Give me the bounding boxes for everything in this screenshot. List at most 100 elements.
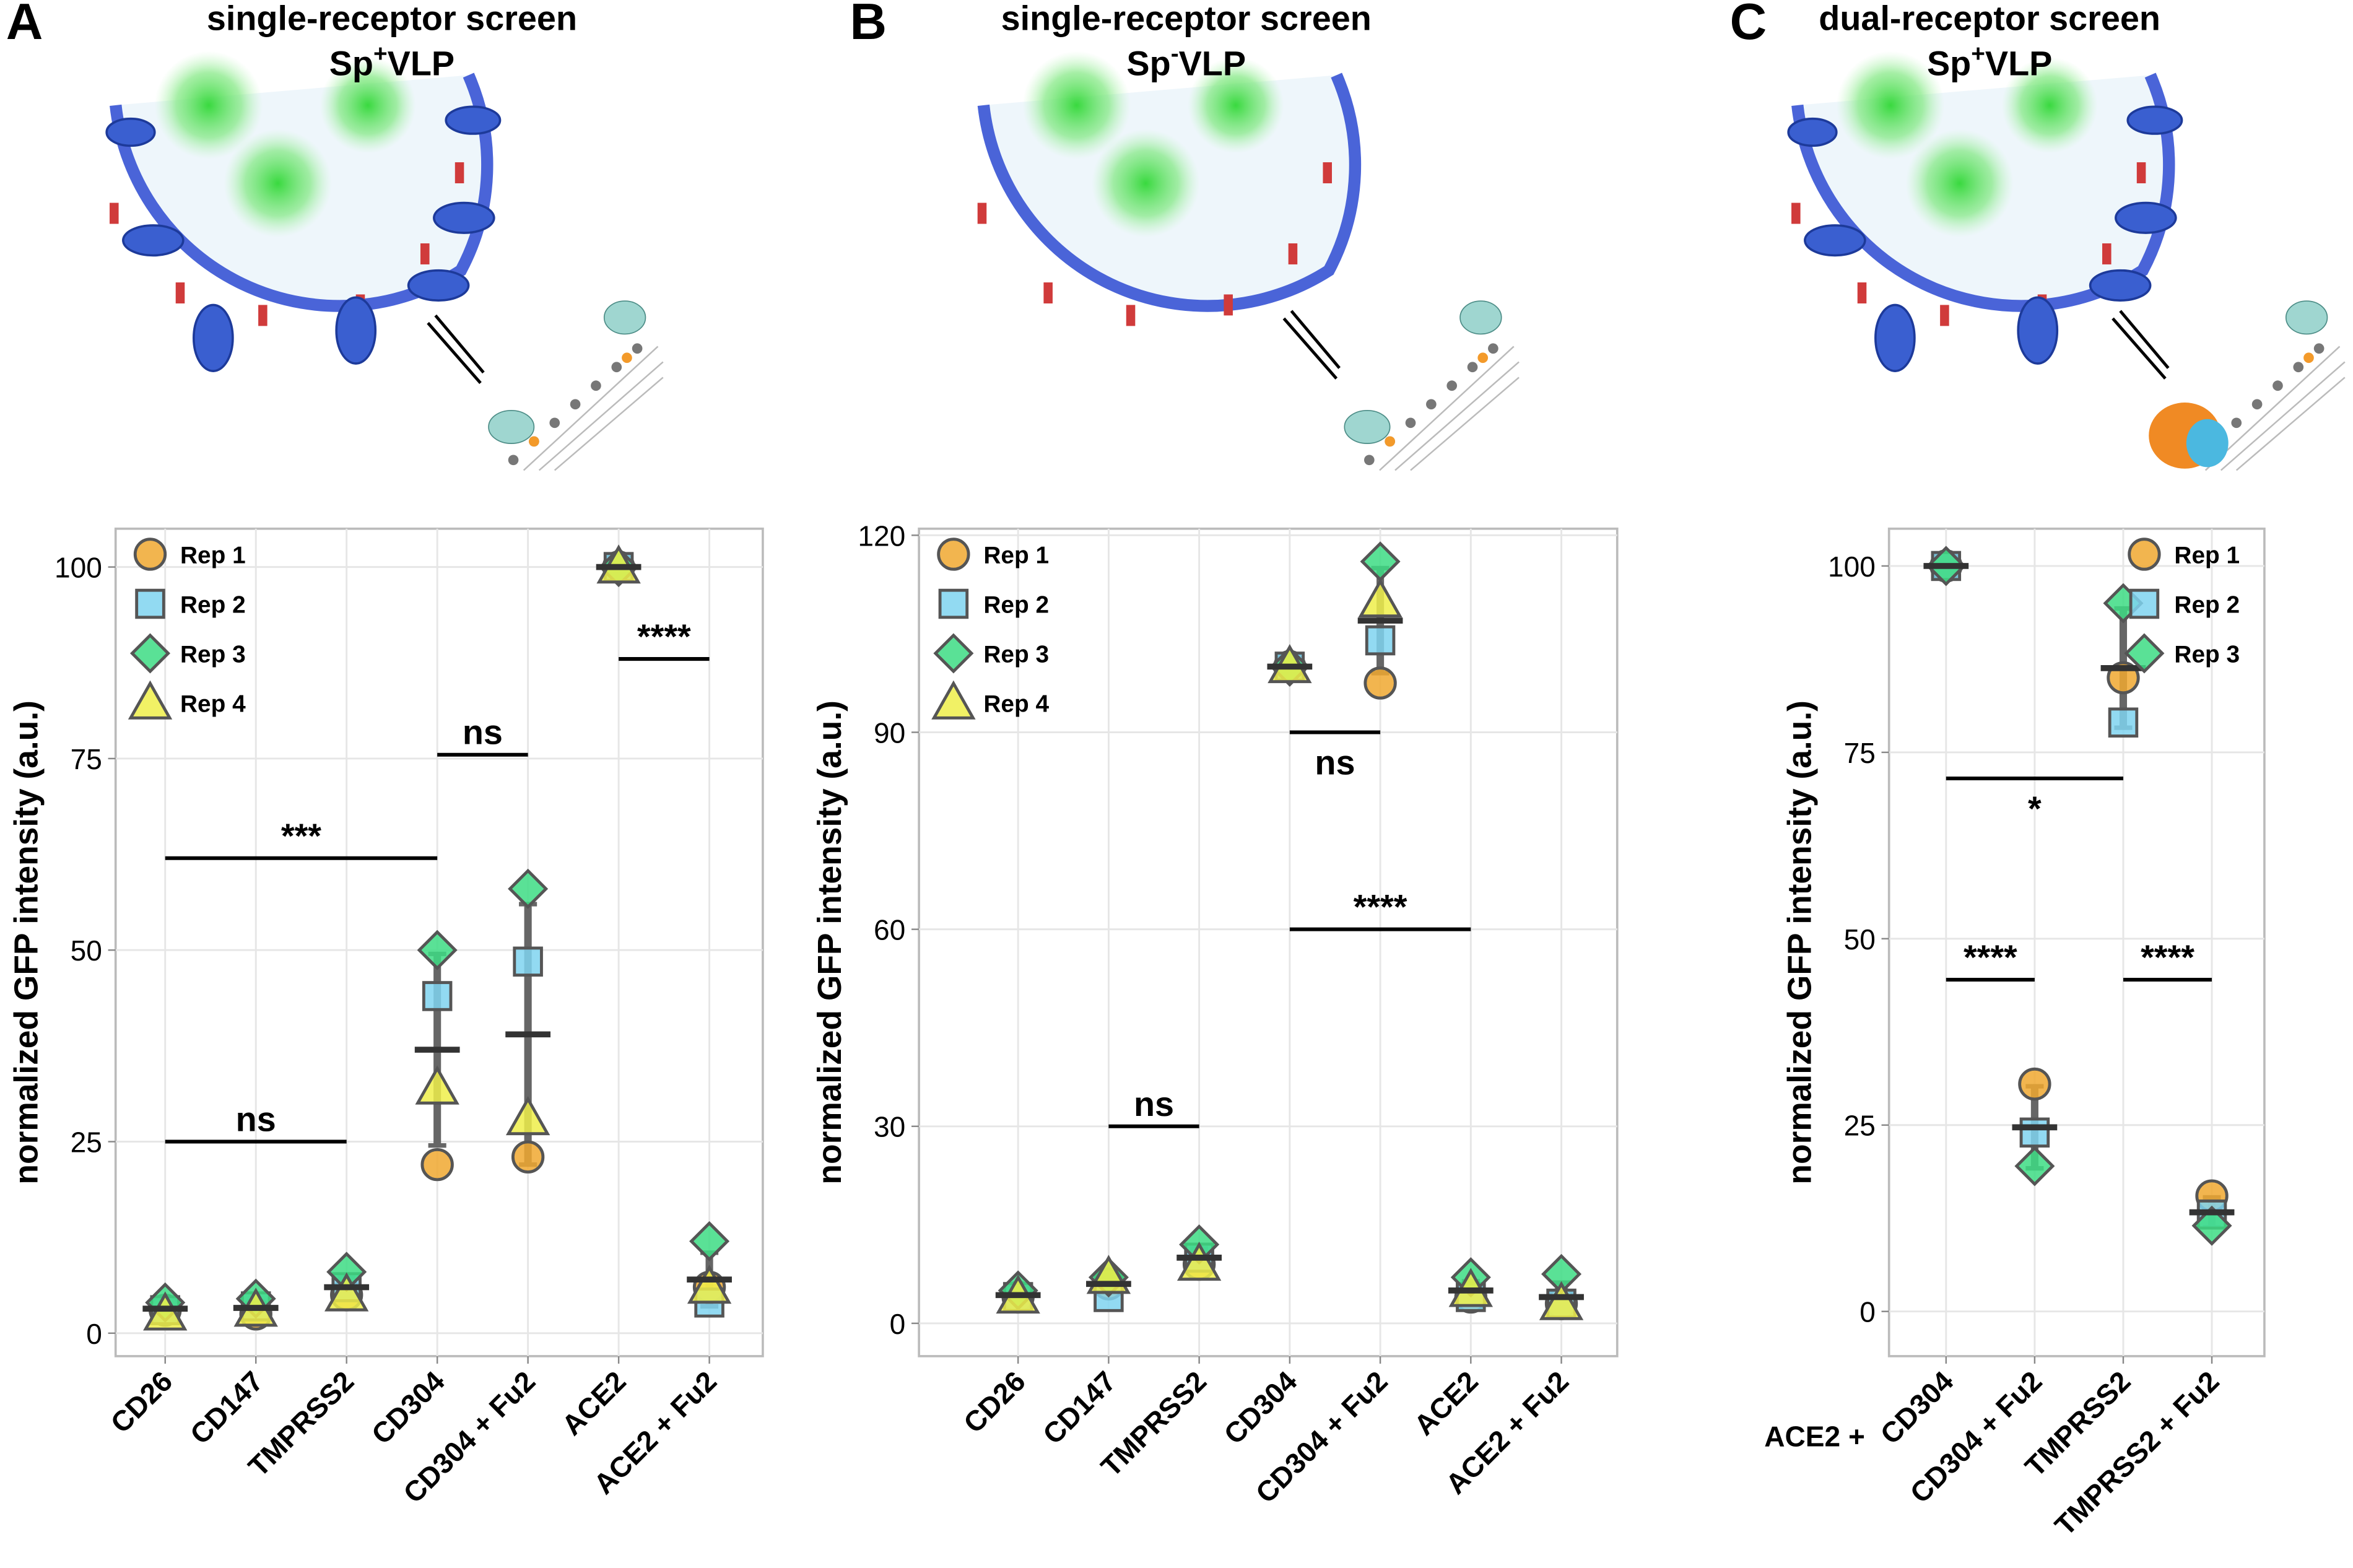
marker [2124,633,2165,674]
marker [135,588,165,619]
y-tick-label: 75 [1844,737,1876,769]
marker [417,930,458,970]
y-tick-label: 100 [1828,551,1876,583]
significance-label: ns [1315,743,1355,782]
subtitle-rest: VLP [388,44,455,82]
panel-subtitle: Sp+VLP [329,41,455,83]
marker [2128,538,2161,571]
x-tick-label: TMPRSS2 + Fu2 [2048,1365,2225,1542]
panel-title: single-receptor screen [1001,0,1372,38]
subtitle-main: Sp [1927,44,1971,82]
x-tick-label: CD147 [184,1365,269,1450]
marker [938,588,969,619]
marker [505,1095,550,1136]
illustration-c [1788,51,2346,472]
y-axis-label: normalized GFP intensity (a.u.) [812,700,848,1185]
y-axis-label: normalized GFP intensity (a.u.) [9,700,45,1185]
panel-subtitle: Sp+VLP [1927,41,2052,83]
marker [133,538,167,571]
marker [687,1265,732,1304]
y-axis-label: normalized GFP intensity (a.u.) [1782,700,1819,1185]
marker [1358,578,1403,618]
y-tick-label: 100 [54,552,102,584]
marker [415,1065,459,1105]
panel-title: single-receptor screen [207,0,577,38]
marker [129,633,171,674]
y-tick-label: 90 [874,716,905,749]
panel-letter: B [850,0,887,50]
marker [324,1272,369,1312]
marker [2018,1067,2051,1101]
marker [937,538,970,571]
marker [2019,1117,2050,1148]
x-tick-label: CD304 [1217,1365,1303,1450]
marker [2014,1146,2055,1187]
significance-label: **** [637,617,691,656]
y-tick-label: 50 [1844,923,1876,956]
x-tick-label: CD147 [1037,1365,1122,1450]
subtitle-sup: + [373,41,388,68]
legend-label: Rep 4 [983,691,1049,718]
legend-label: Rep 3 [180,642,246,668]
marker [689,1221,730,1261]
subtitle-sup: + [1971,41,1985,68]
marker [420,1148,454,1182]
x-tick-label: CD304 [1874,1365,1959,1450]
panel-title: dual-receptor screen [1819,0,2160,38]
marker [1364,666,1397,700]
marker [2129,588,2160,619]
x-tick-label: ACE2 [555,1365,632,1442]
x-prefix: ACE2 + [1764,1420,1865,1452]
y-tick-label: 50 [71,934,102,967]
legend-label: Rep 3 [2174,642,2240,668]
y-tick-label: 75 [71,743,102,775]
subtitle-main: Sp [329,44,373,82]
subtitle-rest: VLP [1179,44,1246,82]
legend-label: Rep 2 [2174,592,2240,619]
marker [143,1291,188,1331]
panel-letter: A [6,0,43,50]
marker [933,633,974,674]
illustration-a [107,51,664,472]
y-tick-label: 0 [890,1308,906,1340]
y-tick-label: 0 [1859,1296,1876,1328]
significance-label: *** [281,817,321,855]
illustration-b [978,51,1520,472]
legend-label: Rep 4 [180,691,246,718]
marker [931,680,976,720]
subtitle-rest: VLP [1985,44,2052,82]
marker [128,680,173,720]
y-tick-label: 25 [1844,1110,1876,1142]
subtitle-sup: - [1171,41,1179,68]
marker [2108,707,2139,738]
legend-label: Rep 1 [180,542,246,569]
significance-label: **** [2141,938,2194,977]
marker [1539,1281,1584,1320]
legend-label: Rep 3 [983,642,1049,668]
x-tick-label: CD26 [104,1365,178,1439]
x-tick-label: CD304 [365,1365,451,1450]
marker [508,868,549,909]
significance-label: ns [236,1100,276,1139]
marker [513,946,543,977]
significance-label: **** [1964,938,2017,977]
significance-label: * [2028,790,2042,828]
y-tick-label: 120 [858,520,905,552]
legend-label: Rep 2 [180,592,246,619]
legend-label: Rep 1 [983,542,1049,569]
panel-letter: C [1730,0,1767,50]
x-tick-label: CD26 [957,1365,1032,1439]
x-tick-label: ACE2 [1407,1365,1484,1442]
marker [2191,1205,2232,1246]
panel-subtitle: Sp-VLP [1126,41,1246,83]
significance-label: ns [1134,1085,1174,1123]
marker [1365,625,1396,656]
y-tick-label: 60 [874,914,905,946]
y-tick-label: 0 [86,1318,102,1350]
subtitle-main: Sp [1126,44,1170,82]
legend-label: Rep 2 [983,592,1049,619]
marker [1176,1242,1222,1281]
